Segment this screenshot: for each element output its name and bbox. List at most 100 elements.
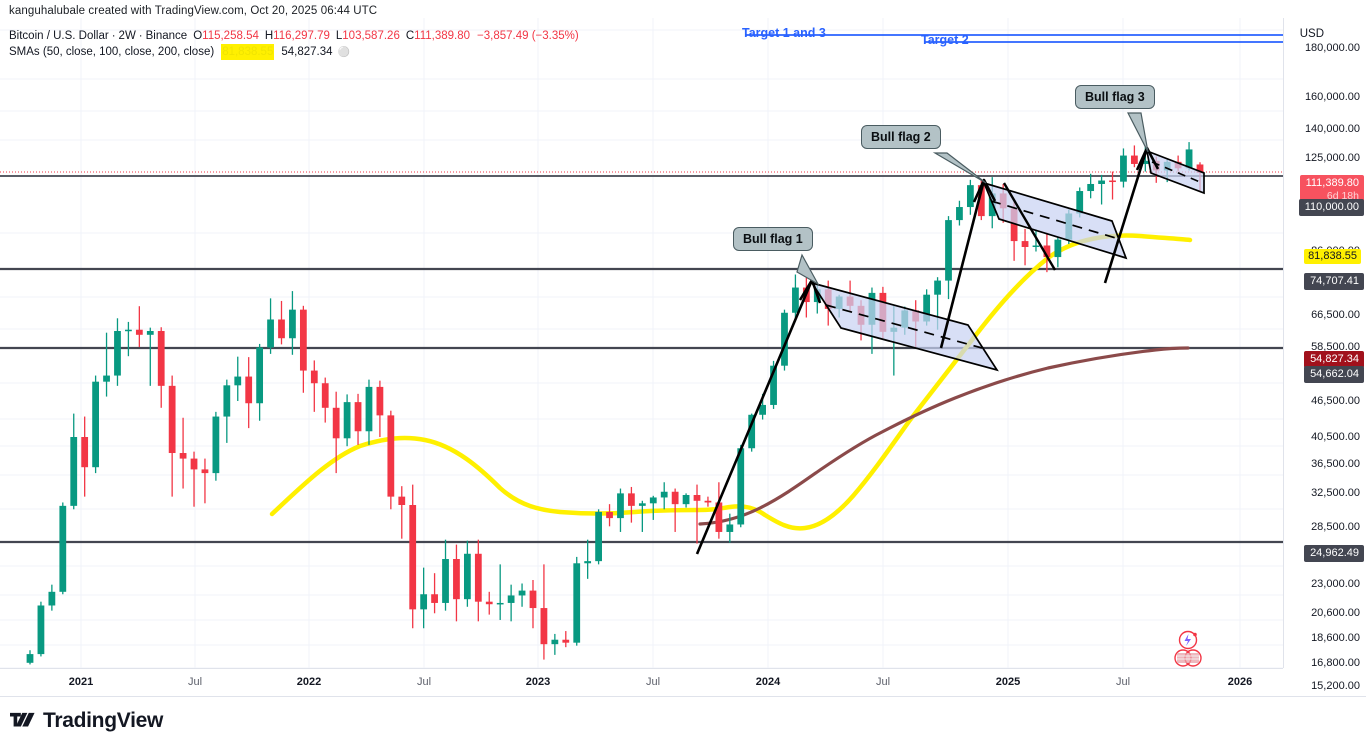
candle-body[interactable] — [1109, 180, 1116, 183]
candle-body[interactable] — [496, 602, 504, 605]
candle-body[interactable] — [518, 590, 526, 596]
candle-body[interactable] — [715, 502, 723, 532]
candle-body[interactable] — [212, 416, 220, 474]
candle-body[interactable] — [562, 639, 570, 643]
level-74707-tag[interactable]: 74,707.41 — [1304, 273, 1364, 290]
bull-flag-2-channel[interactable] — [982, 181, 1128, 260]
candle-body[interactable] — [70, 437, 78, 506]
candle-body[interactable] — [649, 497, 657, 504]
tradingview-logo[interactable]: TradingView — [10, 709, 163, 733]
candle-body[interactable] — [1054, 239, 1062, 258]
candle-body[interactable] — [103, 375, 110, 382]
legend-exchange[interactable]: Binance — [145, 30, 188, 42]
bull-flag-1-callout[interactable]: Bull flag 1 — [733, 227, 813, 251]
price-scale[interactable]: USD 180,000.00 160,000.00 140,000.00 125,00… — [1283, 18, 1366, 692]
candle-body[interactable] — [354, 402, 362, 432]
candle-body[interactable] — [278, 319, 285, 339]
target-1-and-3-label[interactable]: Target 1 and 3 — [742, 26, 826, 40]
candle-body[interactable] — [704, 500, 712, 503]
candle-body[interactable] — [638, 503, 646, 506]
candle-body[interactable] — [431, 594, 438, 603]
candle-body[interactable] — [387, 415, 395, 497]
candle-body[interactable] — [26, 654, 34, 663]
candle-body[interactable] — [792, 287, 799, 313]
candle-body[interactable] — [726, 524, 734, 532]
candle-body[interactable] — [92, 381, 99, 468]
candle-body[interactable] — [321, 383, 329, 408]
candle-body[interactable] — [1196, 164, 1204, 173]
candle-body[interactable] — [1087, 183, 1095, 192]
candle-body[interactable] — [332, 407, 340, 439]
candle-body[interactable] — [606, 511, 613, 519]
candle-body[interactable] — [146, 330, 154, 335]
candle-body[interactable] — [507, 595, 515, 603]
legend-row-symbol[interactable]: Bitcoin / U.S. Dollar · 2W · Binance O11… — [9, 28, 579, 44]
candle-body[interactable] — [453, 559, 460, 600]
candle-body[interactable] — [945, 220, 952, 281]
bull-flag-1-channel[interactable] — [0, 18, 999, 372]
candle-body[interactable] — [693, 494, 701, 501]
candle-body[interactable] — [748, 414, 756, 449]
candle-body[interactable] — [365, 386, 373, 432]
candle-body[interactable] — [376, 386, 384, 416]
candle-body[interactable] — [343, 402, 351, 439]
time-scale[interactable]: 2021 Jul 2022 Jul 2023 Jul 2024 Jul 2025 Jul 2026 — [0, 668, 1283, 696]
candle-body[interactable] — [1185, 149, 1193, 169]
bull-flag-3-channel[interactable] — [1145, 149, 1205, 195]
sma-81838-tag[interactable]: 81,838.55 — [1304, 249, 1361, 264]
legend-symbol[interactable]: Bitcoin / U.S. Dollar — [9, 30, 109, 42]
candle-body[interactable] — [267, 319, 274, 348]
candle-body[interactable] — [256, 347, 264, 404]
bull-flag-3-callout[interactable]: Bull flag 3 — [1075, 85, 1155, 109]
chart-plot-area[interactable] — [0, 18, 1283, 668]
candle-body[interactable] — [201, 469, 209, 474]
candle-body[interactable] — [474, 553, 482, 602]
candle-body[interactable] — [59, 505, 67, 592]
candle-body[interactable] — [551, 639, 559, 645]
candle-body[interactable] — [1131, 155, 1138, 164]
candle-body[interactable] — [934, 280, 941, 295]
horizontal-levels[interactable] — [0, 171, 1283, 544]
chart-canvas[interactable] — [0, 18, 1283, 668]
candle-body[interactable] — [1141, 160, 1149, 164]
candle-body[interactable] — [682, 494, 690, 505]
candle-body[interactable] — [781, 312, 788, 366]
candle-body[interactable] — [573, 563, 581, 643]
candle-body[interactable] — [48, 591, 56, 606]
target-lines[interactable] — [746, 34, 1283, 43]
bull-flag-2-callout[interactable]: Bull flag 2 — [861, 125, 941, 149]
candle-body[interactable] — [540, 608, 548, 645]
candle-body[interactable] — [966, 185, 974, 208]
candle-body[interactable] — [157, 330, 165, 386]
candle-body[interactable] — [584, 561, 592, 564]
candle-body[interactable] — [234, 376, 242, 386]
candle-body[interactable] — [660, 491, 668, 498]
candle-body[interactable] — [977, 185, 985, 217]
candle-body[interactable] — [135, 329, 143, 335]
candle-body[interactable] — [1076, 191, 1084, 214]
candle-body[interactable] — [398, 496, 406, 506]
candle-body[interactable] — [114, 330, 121, 376]
candle-body[interactable] — [179, 453, 187, 459]
candle-body[interactable] — [923, 294, 931, 322]
legend-interval[interactable]: 2W — [118, 30, 136, 42]
candle-body[interactable] — [737, 448, 745, 525]
candle-body[interactable] — [1010, 208, 1018, 242]
eye-icon[interactable]: ⚪ — [337, 47, 350, 58]
candle-body[interactable] — [1098, 180, 1105, 184]
candle-body[interactable] — [1043, 245, 1051, 258]
candle-body[interactable] — [956, 207, 963, 221]
candle-body[interactable] — [595, 511, 602, 562]
candle-body[interactable] — [485, 601, 493, 605]
candle-body[interactable] — [289, 309, 296, 339]
candle-body[interactable] — [245, 376, 253, 404]
candle-body[interactable] — [223, 385, 231, 417]
candle-body[interactable] — [125, 329, 132, 332]
candle-body[interactable] — [310, 370, 318, 384]
candle-body[interactable] — [299, 309, 307, 371]
candle-body[interactable] — [37, 605, 45, 655]
candle-body[interactable] — [529, 590, 537, 609]
candle-body[interactable] — [81, 437, 89, 468]
candle-body[interactable] — [463, 553, 471, 600]
sma-54662-tag[interactable]: 54,662.04 — [1304, 366, 1364, 383]
